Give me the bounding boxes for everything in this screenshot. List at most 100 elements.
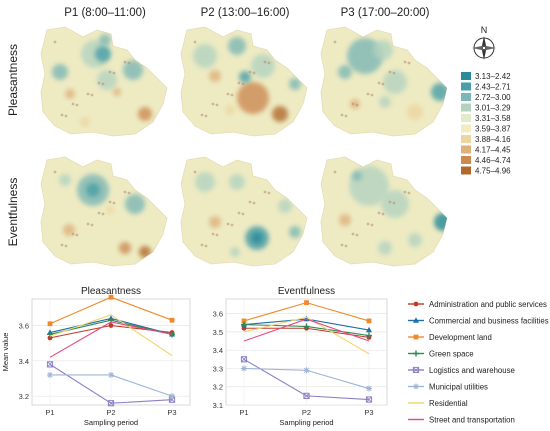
sample-point [53, 170, 57, 174]
map-panel [180, 26, 308, 137]
x-tick-label: P1 [239, 408, 248, 417]
data-point [366, 332, 372, 339]
data-point [304, 300, 309, 306]
data-point [241, 321, 247, 328]
sample-point [267, 61, 271, 65]
sample-point [53, 40, 57, 44]
y-tick-label: 3.5 [213, 328, 223, 337]
hotspot [350, 99, 360, 109]
hotspot [113, 88, 121, 96]
sample-point [108, 200, 112, 204]
legend-entry: Logistics and warehouse [429, 366, 515, 375]
sample-point [429, 124, 433, 128]
sample-point [351, 102, 355, 106]
hotspot [237, 82, 269, 114]
sample-point [418, 50, 422, 54]
sample-point [414, 49, 418, 53]
hotspot [209, 70, 221, 82]
sample-point [355, 103, 359, 107]
legend-entry: Residential [429, 399, 468, 408]
sample-point [226, 222, 230, 226]
hotspot [86, 183, 100, 197]
sample-point [418, 180, 422, 184]
legend-entry: Development land [429, 333, 492, 342]
sample-point [75, 233, 79, 237]
sample-point [112, 201, 116, 205]
hotspot [373, 40, 393, 60]
hotspot [339, 214, 351, 226]
sample-point [274, 179, 278, 183]
legend-swatch [461, 114, 471, 122]
legend-swatch [461, 156, 471, 164]
hotspot [289, 226, 301, 238]
sample-point [71, 102, 75, 106]
sample-point [340, 243, 344, 247]
legend-swatch [461, 145, 471, 154]
period-title-p2: P2 (13:00–16:00) [201, 7, 290, 19]
hotspot [80, 117, 90, 127]
sample-point [340, 113, 344, 117]
legend-swatch [461, 93, 471, 101]
sample-point [90, 223, 94, 227]
x-axis-label: Sampling period [279, 418, 333, 427]
hotspot [195, 172, 215, 192]
hotspot [379, 96, 391, 108]
legend-entry: Street and transportation [429, 416, 515, 425]
sample-point [381, 212, 385, 216]
hotspot [209, 216, 221, 228]
data-point [365, 396, 373, 403]
data-point [303, 323, 310, 330]
legend-label: 3.13–2.42 [475, 72, 511, 81]
data-point [413, 301, 419, 307]
sample-point [263, 60, 267, 64]
sample-point [333, 40, 337, 44]
hotspot [378, 241, 392, 255]
chart-title: Pleasantness [81, 286, 141, 297]
sample-point [333, 170, 337, 174]
y-tick-label: 3.6 [19, 322, 29, 331]
hotspot [230, 247, 240, 257]
series-line [49, 314, 173, 356]
y-tick-label: 3.2 [19, 392, 29, 401]
hotspot [383, 70, 407, 94]
series-line [49, 321, 173, 358]
data-point [241, 325, 247, 331]
x-tick-label: P2 [106, 408, 115, 417]
hotspot [95, 46, 111, 62]
sample-point [252, 201, 256, 205]
hotspot [63, 224, 75, 236]
x-tick-label: P3 [364, 408, 373, 417]
sample-point [414, 179, 418, 183]
y-tick-label: 3.4 [213, 346, 223, 355]
y-tick-label: 3.4 [19, 357, 29, 366]
legend-swatch [461, 72, 471, 80]
sample-point [204, 114, 208, 118]
data-point [241, 318, 247, 324]
x-tick-label: P2 [302, 408, 311, 417]
hotspot [229, 174, 245, 190]
hotspot [65, 89, 75, 99]
sample-point [230, 223, 234, 227]
sample-point [344, 244, 348, 248]
sample-point [134, 49, 138, 53]
legend-label: 4.46–4.74 [475, 156, 511, 165]
north-label: N [481, 25, 488, 35]
data-point [366, 326, 372, 333]
series-legend: Administration and public services Commer… [408, 300, 549, 425]
sample-point [149, 254, 153, 258]
sample-point [112, 71, 116, 75]
data-point [108, 323, 114, 328]
hotspot [228, 37, 246, 55]
sample-point [370, 223, 374, 227]
sample-point [392, 201, 396, 205]
sample-point [60, 243, 64, 247]
legend-swatch [461, 124, 471, 133]
y-tick-label: 3.2 [213, 383, 223, 392]
sample-point [237, 81, 241, 85]
data-point [169, 317, 175, 323]
hotspot [239, 71, 251, 83]
legend-label: 4.17–4.45 [475, 146, 511, 155]
hotspot [99, 34, 111, 46]
hotspot [139, 246, 151, 258]
sample-point [64, 244, 68, 248]
